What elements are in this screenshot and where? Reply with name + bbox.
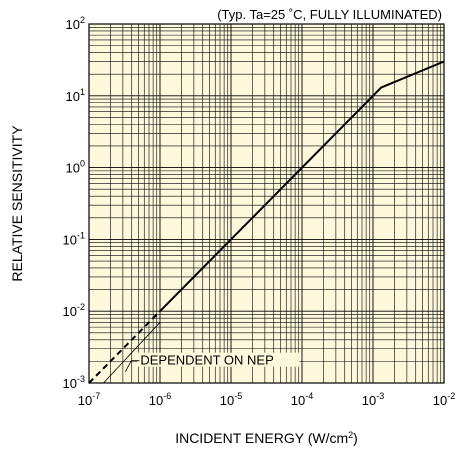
series-layer — [88, 60, 445, 384]
y-tick-label: 10-3 — [63, 374, 85, 391]
y-tick-labels: 10-3 10-2 10-1 100 101 102 — [63, 15, 85, 391]
x-axis-label-main: INCIDENT ENERGY (W/cm — [175, 430, 348, 446]
x-tick-labels: 10-7 10-6 10-5 10-4 10-3 10-2 — [78, 391, 455, 408]
x-axis-label-close: ) — [353, 430, 358, 446]
annotation-leader — [125, 360, 140, 372]
x-axis-label: INCIDENT ENERGY (W/cm2) — [175, 430, 358, 446]
series-line-dashed — [88, 310, 161, 384]
x-tick-label: 10-6 — [149, 391, 171, 408]
x-tick-label: 10-3 — [362, 391, 384, 408]
x-tick-label: 10-2 — [433, 391, 455, 408]
y-tick-label: 10-2 — [63, 302, 85, 319]
plot-frame — [88, 23, 445, 384]
x-tick-label: 10-7 — [78, 391, 100, 408]
grid — [88, 24, 444, 384]
x-tick-label: 10-4 — [291, 391, 313, 408]
y-tick-label: 102 — [66, 15, 85, 32]
y-tick-label: 101 — [66, 87, 85, 104]
series-line-solid — [159, 60, 445, 312]
annotation-layer: DEPENDENT ON NEP — [125, 352, 300, 372]
x-tick-label: 10-5 — [220, 391, 242, 408]
y-tick-label: 100 — [66, 159, 85, 176]
x-axis-label-sup: 2 — [348, 430, 353, 440]
annotation-background — [137, 352, 300, 367]
chart-title: (Typ. Ta=25 ˚C, FULLY ILLUMINATED) — [217, 7, 442, 22]
series-line-thin — [103, 322, 161, 384]
y-axis-label: RELATIVE SENSITIVITY — [9, 125, 25, 282]
y-tick-label: 10-1 — [63, 230, 85, 247]
annotation-text: DEPENDENT ON NEP — [140, 353, 273, 368]
